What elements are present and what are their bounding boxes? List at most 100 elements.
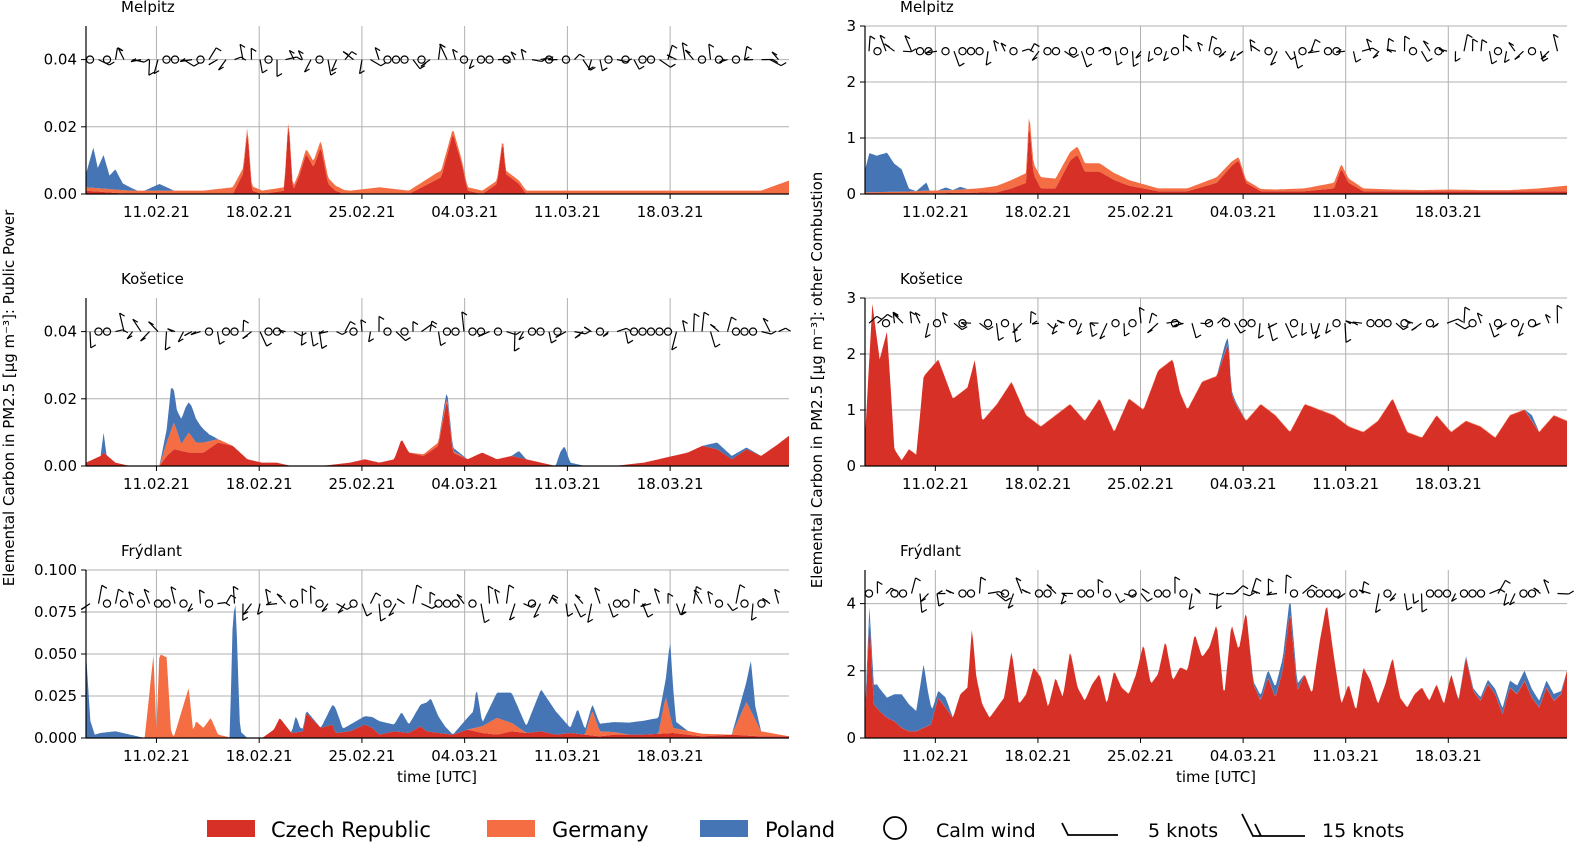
- wind-barb-flag: [985, 61, 992, 66]
- wind-barb-flag: [1504, 58, 1510, 63]
- calm-wind-icon: [621, 55, 630, 64]
- wind-barb-flag: [884, 43, 890, 48]
- calm-wind-icon: [1400, 319, 1409, 328]
- wind-barb-flag: [1218, 53, 1225, 58]
- wind-barb-flag: [743, 56, 750, 61]
- wind-barb-flag: [602, 332, 609, 337]
- wind-barb-icon: [868, 315, 878, 324]
- wind-barb-flag: [671, 44, 678, 49]
- calm-wind-icon: [1128, 589, 1137, 598]
- wind-barb-flag: [567, 612, 574, 617]
- wind-barb-icon: [659, 59, 671, 68]
- wind-barb-icon: [1352, 51, 1357, 63]
- wind-barb-flag: [219, 340, 225, 345]
- wind-barb-flag: [243, 319, 249, 324]
- wind-barb-flag: [785, 327, 791, 332]
- wind-barb-flag: [143, 58, 150, 63]
- calm-wind-icon: [315, 55, 324, 64]
- wind-barb-icon: [910, 577, 917, 594]
- wind-barb-flag: [1556, 304, 1563, 309]
- wind-barb-flag: [351, 51, 357, 56]
- wind-barb-icon: [370, 59, 382, 67]
- wind-barb-icon: [1310, 39, 1316, 52]
- wind-barb-flag: [1315, 38, 1321, 43]
- wind-barb-flag: [1457, 318, 1464, 323]
- calm-wind-icon: [264, 327, 273, 336]
- wind-barb-icon: [337, 603, 346, 614]
- wind-barb-flag: [378, 315, 385, 320]
- x-tick-label: 11.03.21: [1312, 747, 1379, 765]
- wind-barb-flag: [218, 66, 224, 71]
- calm-wind-icon: [1085, 47, 1095, 56]
- y-tick-label: 0.00: [44, 457, 77, 475]
- wind-barb-icon: [148, 321, 159, 333]
- calm-wind-icon: [119, 599, 129, 608]
- wind-barb-flag: [1230, 57, 1236, 62]
- wind-barb-flag: [1411, 326, 1417, 331]
- wind-barb-flag: [694, 313, 700, 318]
- wind-barb-flag: [1046, 584, 1053, 589]
- calm-wind-icon: [1425, 589, 1435, 598]
- wind-barb-icon: [904, 35, 913, 52]
- wind-barb-icon: [217, 602, 226, 605]
- wind-barb-flag: [429, 591, 436, 596]
- wind-barb-flag: [551, 339, 557, 344]
- wind-barb-icon: [1233, 322, 1242, 334]
- calm-wind-icon: [468, 327, 477, 336]
- panel-left-0: 0.00 0.02 0.04 11.02.21 18.02.21 25.02.21 04.0…: [44, 0, 789, 221]
- panel-right-0: 0 1 2 3 11.02.21 18.02.21 25.02.21 04.03.21 11.0…: [846, 0, 1567, 221]
- wind-barb-icon: [1422, 40, 1431, 52]
- wind-barb-icon: [692, 586, 697, 604]
- wind-barb-flag: [1464, 325, 1471, 330]
- wind-barb-icon: [97, 585, 103, 604]
- wind-barb-flag: [685, 49, 691, 54]
- area-czech-republic: [86, 713, 789, 738]
- y-tick-label: 0: [846, 185, 856, 203]
- wind-barb-flag: [1389, 597, 1396, 602]
- wind-barb-flag: [774, 588, 780, 593]
- wind-barb-icon: [421, 603, 433, 609]
- wind-barb-icon: [1064, 50, 1075, 59]
- y-tick-label: 0: [846, 457, 856, 475]
- wind-barb-icon: [520, 49, 525, 60]
- wind-barb-flag: [257, 610, 263, 615]
- wind-barb-icon: [1047, 322, 1054, 329]
- x-tick-label: 18.03.21: [1415, 203, 1482, 221]
- wind-barb-icon: [709, 331, 716, 348]
- wind-barb-icon: [953, 50, 960, 67]
- wind-barb-icon: [1076, 322, 1083, 335]
- wind-barb-flag: [1301, 331, 1308, 336]
- wind-barb-flag: [1031, 320, 1038, 325]
- wind-barb-icon: [1131, 51, 1135, 67]
- wind-barb-flag: [1147, 597, 1153, 602]
- wind-barb-flag: [1335, 48, 1342, 53]
- wind-barb-flag: [1015, 338, 1022, 343]
- wind-barb-flag: [987, 326, 994, 331]
- wind-barb-flag: [177, 338, 184, 343]
- calm-wind-icon: [958, 47, 967, 56]
- wind-barb-icon: [412, 585, 418, 604]
- wind-barb-icon: [506, 331, 516, 336]
- wind-barb-icon: [1114, 51, 1118, 66]
- wind-barb-flag: [1151, 312, 1158, 317]
- wind-barb-icon: [1543, 579, 1550, 594]
- wind-barb-icon: [914, 312, 921, 324]
- wind-barb-flag: [167, 328, 173, 333]
- wind-barb-icon: [1374, 593, 1380, 613]
- calm-wind-icon: [646, 327, 656, 336]
- wind-barb-flag: [366, 612, 373, 617]
- wind-barb-flag: [585, 330, 591, 335]
- x-tick-label: 04.03.21: [1210, 203, 1277, 221]
- wind-barb-flag: [508, 584, 515, 589]
- calm-wind-icon: [451, 599, 460, 608]
- wind-barb-flag: [301, 341, 307, 346]
- wind-barb-flag: [707, 590, 714, 595]
- x-tick-label: 25.02.21: [329, 475, 396, 493]
- calm-wind-icon: [873, 47, 882, 56]
- calm-wind-icon: [451, 327, 460, 336]
- calm-wind-icon: [162, 55, 171, 64]
- wind-barb-flag: [771, 330, 777, 335]
- wind-barb-icon: [574, 53, 581, 61]
- wind-barb-flag: [1211, 35, 1218, 40]
- calm-wind-icon: [1289, 589, 1299, 598]
